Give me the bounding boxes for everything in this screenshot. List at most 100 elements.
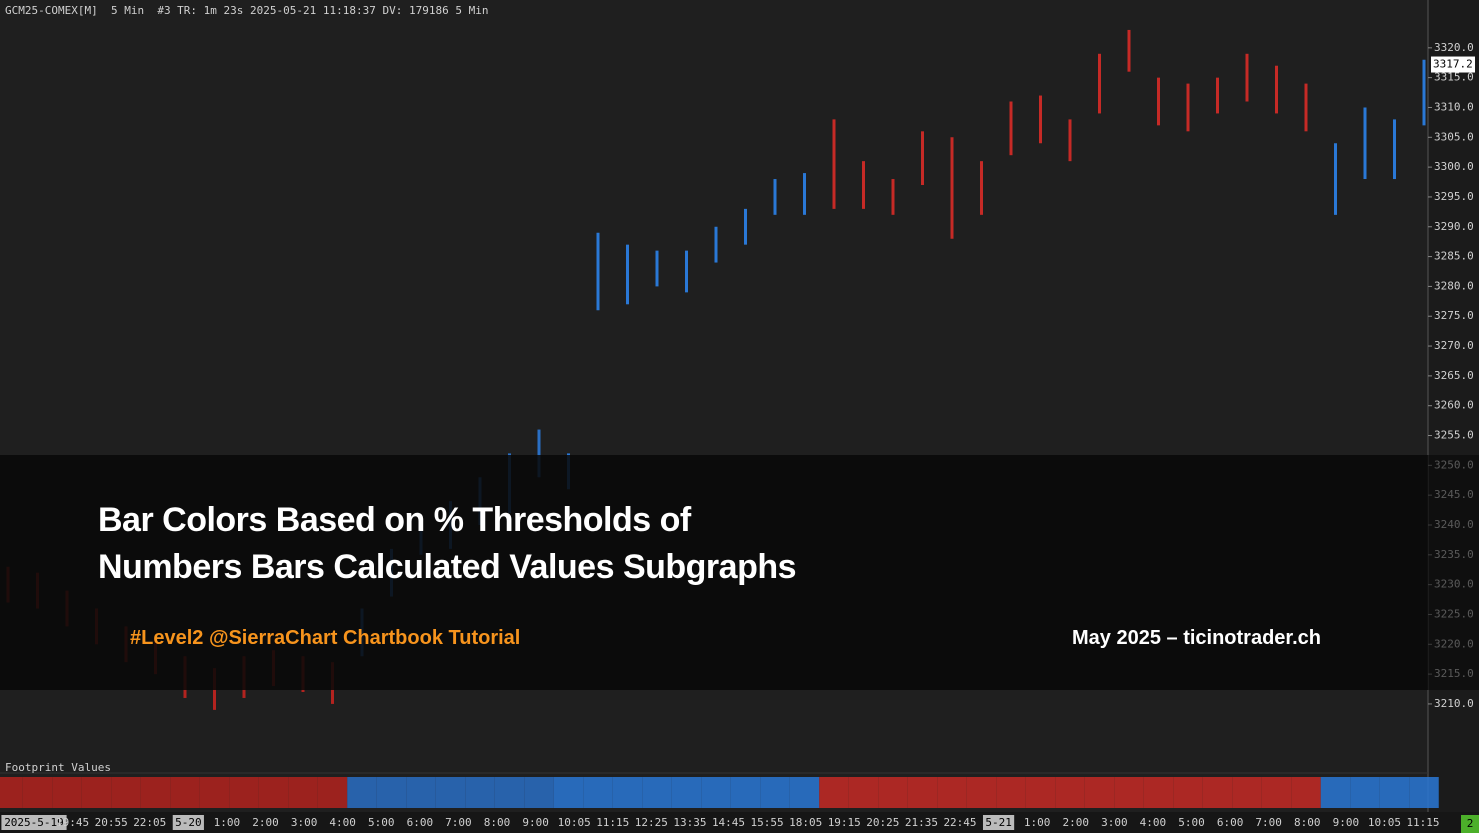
x-tick-label: 20:55 xyxy=(95,816,128,829)
footprint-cell xyxy=(996,777,1026,808)
footprint-cell xyxy=(494,777,525,808)
x-tick-label: 6:00 xyxy=(1217,816,1244,829)
footprint-cell xyxy=(1261,777,1292,808)
x-tick-label: 2:00 xyxy=(252,816,279,829)
x-tick-label: 10:05 xyxy=(558,816,591,829)
footprint-cell xyxy=(229,777,259,808)
footprint-cell xyxy=(1055,777,1085,808)
footprint-cell xyxy=(376,777,407,808)
footprint-cell xyxy=(1291,777,1321,808)
overlay-band xyxy=(0,455,1428,690)
footprint-cell xyxy=(1173,777,1203,808)
overlay-band-axis xyxy=(1428,455,1479,690)
x-tick-label: 21:35 xyxy=(905,816,938,829)
x-tick-label: 5-20 xyxy=(175,816,202,829)
y-tick-label: 3315.0 xyxy=(1434,71,1474,84)
time-axis xyxy=(0,812,1479,833)
x-tick-label: 10:05 xyxy=(1368,816,1401,829)
y-tick-label: 3210.0 xyxy=(1434,697,1474,710)
footprint-cell xyxy=(199,777,230,808)
footprint-cell xyxy=(789,777,820,808)
footprint-cell xyxy=(317,777,348,808)
x-tick-label: 3:00 xyxy=(1101,816,1128,829)
footprint-cell xyxy=(878,777,908,808)
footprint-cell xyxy=(258,777,289,808)
footprint-cell xyxy=(465,777,495,808)
y-tick-label: 3305.0 xyxy=(1434,130,1474,143)
footprint-cell xyxy=(760,777,790,808)
footprint-cell xyxy=(819,777,849,808)
footprint-cell xyxy=(1320,777,1351,808)
footprint-cell xyxy=(1143,777,1174,808)
x-tick-label: 1:00 xyxy=(214,816,241,829)
footprint-cell xyxy=(288,777,318,808)
x-tick-label: 9:00 xyxy=(1333,816,1360,829)
footprint-cell xyxy=(612,777,643,808)
x-tick-label: 19:45 xyxy=(56,816,89,829)
footprint-cell xyxy=(524,777,554,808)
x-tick-label: 2025-5-19 xyxy=(4,816,64,829)
overlay-title: Numbers Bars Calculated Values Subgraphs xyxy=(98,548,797,586)
x-tick-label: 6:00 xyxy=(407,816,434,829)
footprint-cell xyxy=(966,777,997,808)
footprint-cell xyxy=(1409,777,1439,808)
footprint-cell xyxy=(347,777,377,808)
y-tick-label: 3300.0 xyxy=(1434,160,1474,173)
footprint-cell xyxy=(406,777,436,808)
x-tick-label: 9:00 xyxy=(522,816,549,829)
footprint-cell xyxy=(1232,777,1262,808)
footprint-cell xyxy=(170,777,200,808)
x-tick-label: 1:00 xyxy=(1024,816,1051,829)
y-tick-label: 3280.0 xyxy=(1434,279,1474,292)
footprint-cell xyxy=(937,777,967,808)
y-tick-label: 3285.0 xyxy=(1434,250,1474,263)
x-tick-label: 8:00 xyxy=(1294,816,1321,829)
x-tick-label: 12:25 xyxy=(635,816,668,829)
last-price: 3317.2 xyxy=(1433,58,1473,71)
y-tick-label: 3255.0 xyxy=(1434,429,1474,442)
footprint-cell xyxy=(0,777,23,808)
footprint-cell xyxy=(52,777,82,808)
y-tick-label: 3265.0 xyxy=(1434,369,1474,382)
overlay-title: Bar Colors Based on % Thresholds of xyxy=(98,501,691,539)
x-tick-label: 20:25 xyxy=(866,816,899,829)
overlay-credit: May 2025 – ticinotrader.ch xyxy=(1072,627,1322,649)
footprint-cell xyxy=(1084,777,1115,808)
last-price-box xyxy=(1431,56,1475,73)
y-tick-label: 3310.0 xyxy=(1434,100,1474,113)
y-tick-label: 3275.0 xyxy=(1434,309,1474,322)
y-tick-label: 3270.0 xyxy=(1434,339,1474,352)
footprint-cell xyxy=(701,777,731,808)
x-tick-label: 14:45 xyxy=(712,816,745,829)
x-tick-label: 5:00 xyxy=(368,816,395,829)
x-tick-label: 18:05 xyxy=(789,816,822,829)
x-tick-label: 15:55 xyxy=(751,816,784,829)
x-tick-label: 5-21 xyxy=(985,816,1012,829)
y-tick-label: 3320.0 xyxy=(1434,41,1474,54)
overlay-subtitle: #Level2 @SierraChart Chartbook Tutorial xyxy=(130,627,521,649)
footprint-cell xyxy=(907,777,938,808)
chart-header: GCM25-COMEX[M] 5 Min #3 TR: 1m 23s 2025-… xyxy=(5,4,488,17)
footprint-cell xyxy=(435,777,466,808)
footprint-cell xyxy=(111,777,141,808)
footprint-cell xyxy=(140,777,171,808)
x-tick-label: 4:00 xyxy=(1140,816,1167,829)
y-tick-label: 3260.0 xyxy=(1434,399,1474,412)
footprint-cell xyxy=(671,777,702,808)
x-tick-label: 3:00 xyxy=(291,816,318,829)
footprint-cell xyxy=(848,777,879,808)
x-tick-label: 11:15 xyxy=(596,816,629,829)
status-box xyxy=(1461,815,1479,833)
date-highlight xyxy=(172,815,204,830)
x-tick-label: 2:00 xyxy=(1063,816,1090,829)
footprint-cell xyxy=(1350,777,1380,808)
x-tick-label: 7:00 xyxy=(1255,816,1282,829)
subgraph-label: Footprint Values xyxy=(5,761,111,774)
date-highlight xyxy=(1,815,67,830)
footprint-cell xyxy=(730,777,761,808)
date-highlight xyxy=(982,815,1015,830)
x-tick-label: 5:00 xyxy=(1178,816,1205,829)
